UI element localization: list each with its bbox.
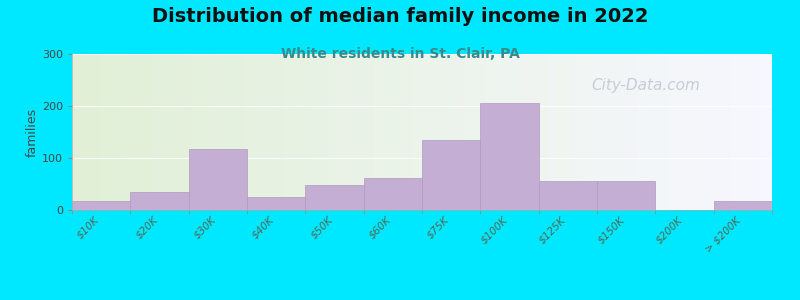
Bar — [480, 103, 538, 210]
Bar — [714, 201, 772, 210]
Bar — [538, 182, 597, 210]
Y-axis label: families: families — [26, 107, 39, 157]
Text: City-Data.com: City-Data.com — [591, 78, 701, 93]
Bar — [189, 148, 247, 210]
Bar — [130, 192, 189, 210]
Bar — [72, 201, 130, 210]
Bar — [306, 185, 364, 210]
Bar — [247, 197, 306, 210]
Text: Distribution of median family income in 2022: Distribution of median family income in … — [152, 8, 648, 26]
Text: White residents in St. Clair, PA: White residents in St. Clair, PA — [281, 46, 519, 61]
Bar — [597, 182, 655, 210]
Bar — [422, 140, 480, 210]
Bar — [364, 178, 422, 210]
